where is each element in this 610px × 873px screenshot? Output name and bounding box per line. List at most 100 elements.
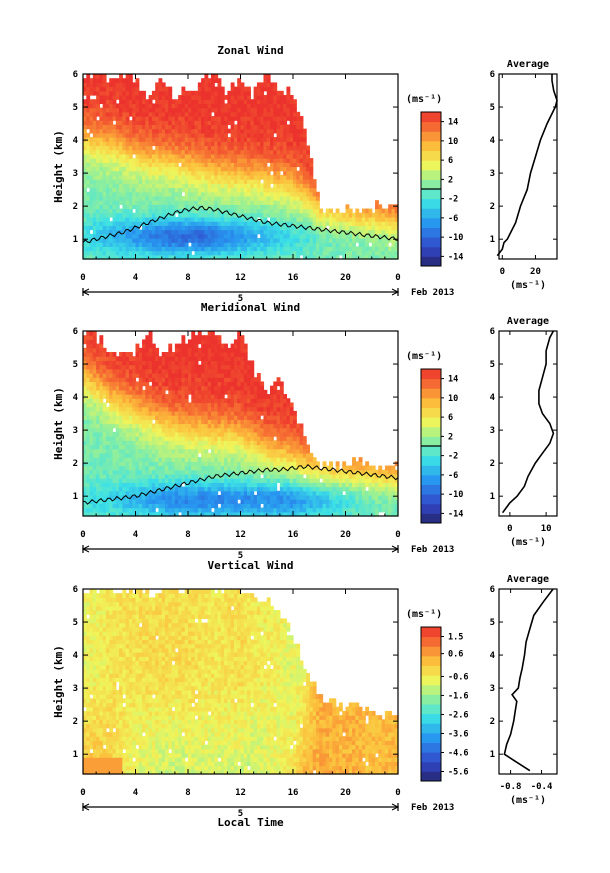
field-cell [289,149,294,155]
field-cell [151,482,156,488]
field-cell [168,394,173,399]
field-cell [214,254,219,260]
field-cell [214,364,219,370]
field-cell [102,111,107,117]
field-cell [207,183,212,189]
field-cell [161,233,166,239]
field-cell [145,153,150,159]
field-cell [148,170,153,176]
field-cell [125,431,130,437]
field-cell [151,242,156,247]
field-cell [214,141,219,147]
field-cell [83,225,87,231]
field-cell [293,179,297,184]
field-cell [266,174,271,180]
field-cell [171,183,176,189]
field-cell [174,465,179,471]
field-cell [138,128,143,134]
field-cell [112,95,117,100]
field-cell [266,128,271,134]
field-cell [83,461,87,467]
field-cell [283,170,288,176]
field-cell [224,116,228,121]
field-cell [210,229,215,235]
field-cell [138,394,143,399]
field-cell [148,339,153,345]
field-cell [361,246,366,252]
field-cell [207,250,212,256]
field-cell [283,195,288,201]
field-cell [148,225,153,231]
field-cell [148,356,153,362]
field-cell [158,461,163,467]
field-cell [289,221,294,226]
field-cell [102,473,107,479]
field-cell [89,166,94,172]
field-cell [230,242,235,247]
field-cell [256,116,261,121]
field-cell [191,145,196,151]
field-cell [247,149,251,155]
field-cell [99,377,104,383]
field-cell [319,212,324,218]
field-cell [276,229,281,235]
field-cell [210,511,215,517]
field-cell [345,221,350,226]
field-cell [174,419,179,425]
field-cell [299,120,304,126]
field-cell [224,141,228,147]
x-tick-label: 4 [133,273,139,283]
field-cell [204,503,209,509]
field-cell [201,490,206,496]
field-cell [92,356,97,362]
field-cell [247,95,251,100]
field-cell [194,398,199,404]
field-cell [128,141,133,147]
field-cell [361,225,366,231]
field-cell [256,166,261,172]
field-cell [201,440,206,446]
field-cell [105,448,110,454]
field-cell [335,246,340,252]
y-tick-label: 2 [73,202,78,212]
field-cell [178,132,183,138]
field-cell [388,212,393,218]
field-cell [119,356,123,362]
field-cell [158,233,163,239]
field-cell [161,431,166,437]
field-cell [112,410,117,416]
field-cell [260,158,265,163]
field-cell [237,237,242,243]
field-cell [227,233,232,239]
field-cell [99,406,104,412]
field-cell [155,183,160,189]
field-cell [151,473,156,479]
field-cell [197,465,202,471]
field-cell [214,415,219,420]
field-cell [168,381,173,387]
field-cell [315,208,320,214]
field-cell [204,145,209,151]
field-cell [210,343,215,349]
field-cell [201,494,206,500]
field-cell [158,406,163,412]
field-cell [155,499,160,504]
field-cell [230,145,235,151]
colorbar-swatch [421,189,441,200]
field-cell [132,124,137,130]
field-cell [119,352,123,357]
field-cell [237,254,242,260]
field-cell [302,212,307,218]
field-cell [266,120,271,126]
field-cell [165,191,169,197]
field-cell [178,221,183,226]
field-cell [312,229,317,235]
field-cell [171,107,176,113]
field-cell [207,103,212,109]
field-cell [194,373,199,378]
field-cell [214,107,219,113]
field-cell [109,415,114,420]
field-cell [197,195,202,201]
field-cell [115,419,120,425]
field-cell [230,162,235,168]
